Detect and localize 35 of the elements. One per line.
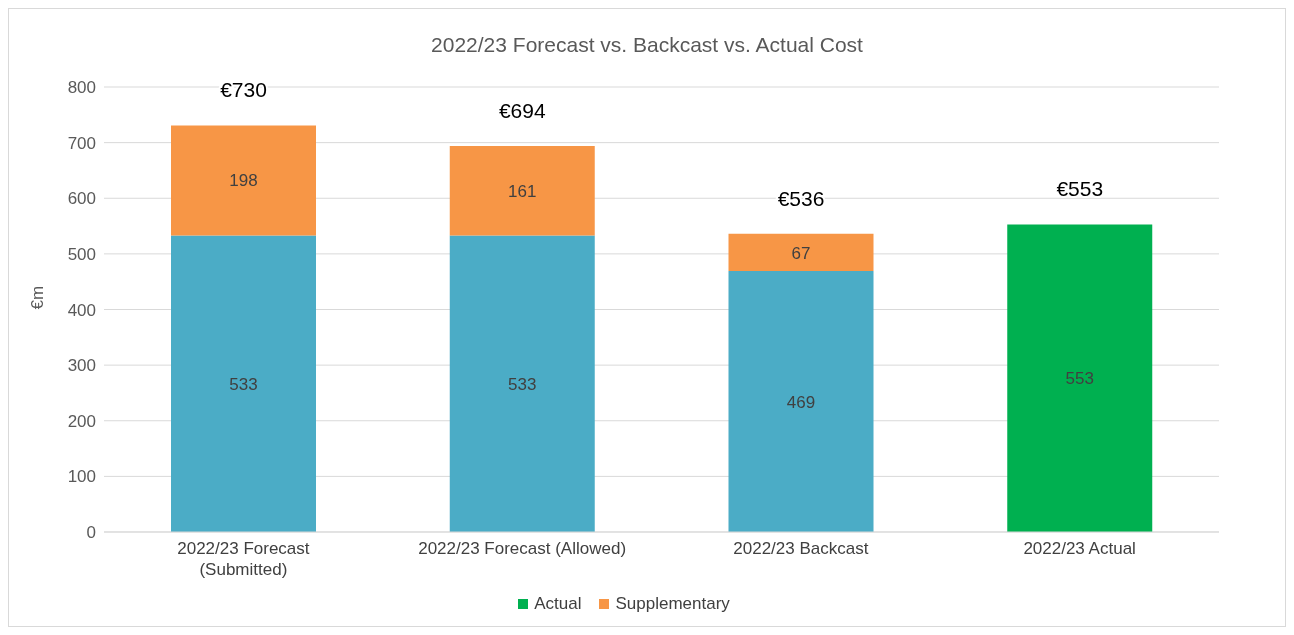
x-tick-label: 2022/23 Actual xyxy=(1023,539,1136,558)
data-label: 161 xyxy=(508,181,537,201)
x-tick-label: 2022/23 Forecast (Allowed) xyxy=(418,539,627,558)
y-tick-label: 800 xyxy=(67,78,96,98)
y-tick-label: 300 xyxy=(67,356,96,376)
y-axis-title: €m xyxy=(28,285,48,310)
data-label: 553 xyxy=(1065,369,1094,389)
y-tick-label: 200 xyxy=(67,411,96,431)
total-label: €694 xyxy=(498,98,546,122)
bar xyxy=(449,145,595,236)
bar xyxy=(728,271,874,532)
data-label: 533 xyxy=(508,374,537,394)
bar xyxy=(171,125,316,236)
bar xyxy=(1007,224,1153,532)
bar xyxy=(728,233,874,272)
data-label: 67 xyxy=(791,243,811,263)
y-tick-label: 400 xyxy=(67,300,96,320)
bar xyxy=(449,235,595,532)
data-label: 198 xyxy=(229,171,258,191)
y-tick-label: 100 xyxy=(67,467,96,487)
y-tick-label: 0 xyxy=(86,523,96,543)
y-tick-label: 600 xyxy=(67,189,96,209)
total-label: €553 xyxy=(1056,177,1104,201)
data-label: 533 xyxy=(229,374,258,394)
bar xyxy=(171,235,316,532)
y-tick-label: 700 xyxy=(67,133,96,153)
total-label: €536 xyxy=(777,186,825,210)
total-label: €730 xyxy=(220,78,267,102)
y-tick-label: 500 xyxy=(67,244,96,264)
legend-label: Actual xyxy=(533,594,582,614)
legend-label: Supplementary xyxy=(614,594,730,614)
data-label: 469 xyxy=(786,392,816,412)
chart-title: 2022/23 Forecast vs. Backcast vs. Actual Cost xyxy=(430,32,864,58)
x-tick-label: 2022/23 Forecast (Submitted) xyxy=(177,539,310,579)
x-tick-label: 2022/23 Backcast xyxy=(733,539,869,558)
